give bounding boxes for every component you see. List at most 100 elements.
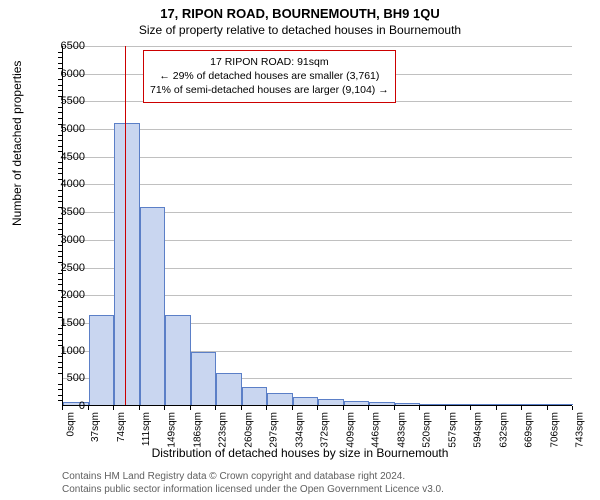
xtick-label: 632sqm <box>499 412 510 448</box>
xtick-label: 372sqm <box>320 412 331 448</box>
xtick-mark <box>190 406 191 410</box>
ytick-minor <box>58 373 62 374</box>
ytick-minor <box>58 173 62 174</box>
xtick-mark <box>139 406 140 410</box>
ytick-label: 1000 <box>45 345 85 357</box>
ytick-minor <box>58 207 62 208</box>
ytick-minor <box>58 312 62 313</box>
xtick-mark <box>164 406 165 410</box>
xtick-label: 111sqm <box>142 412 153 446</box>
annotation-box: 17 RIPON ROAD: 91sqm← 29% of detached ho… <box>143 50 396 103</box>
xtick-label: 743sqm <box>575 412 586 448</box>
ytick-minor <box>58 317 62 318</box>
histogram-bar <box>497 404 523 405</box>
ytick-minor <box>58 389 62 390</box>
ytick-minor <box>58 79 62 80</box>
histogram-bar <box>369 402 395 405</box>
histogram-bar <box>318 399 344 405</box>
ytick-minor <box>58 262 62 263</box>
ytick-minor <box>58 367 62 368</box>
xtick-label: 223sqm <box>218 412 229 448</box>
x-axis-label: Distribution of detached houses by size … <box>0 446 600 460</box>
ytick-minor <box>58 57 62 58</box>
xtick-label: 483sqm <box>397 412 408 448</box>
xtick-label: 0sqm <box>65 412 76 436</box>
xtick-mark <box>521 406 522 410</box>
ytick-minor <box>58 168 62 169</box>
ytick-minor <box>58 196 62 197</box>
xtick-mark <box>368 406 369 410</box>
histogram-bar <box>165 315 191 405</box>
histogram-bar <box>191 352 217 405</box>
histogram-bar <box>140 207 166 405</box>
ytick-minor <box>58 218 62 219</box>
xtick-label: 706sqm <box>550 412 561 448</box>
xtick-mark <box>215 406 216 410</box>
ytick-minor <box>58 301 62 302</box>
ytick-minor <box>58 112 62 113</box>
histogram-bar <box>522 404 548 405</box>
ytick-minor <box>58 245 62 246</box>
ytick-label: 1500 <box>45 317 85 329</box>
ytick-minor <box>58 334 62 335</box>
ytick-minor <box>58 140 62 141</box>
histogram-bar <box>216 373 242 405</box>
annotation-line2: ← 29% of detached houses are smaller (3,… <box>150 69 389 83</box>
ytick-label: 500 <box>45 372 85 384</box>
xtick-label: 446sqm <box>371 412 382 448</box>
ytick-minor <box>58 345 62 346</box>
chart-title: 17, RIPON ROAD, BOURNEMOUTH, BH9 1QU <box>0 0 600 21</box>
ytick-minor <box>58 362 62 363</box>
histogram-bar <box>395 403 421 405</box>
xtick-label: 409sqm <box>346 412 357 448</box>
xtick-mark <box>88 406 89 410</box>
xtick-label: 260sqm <box>244 412 255 448</box>
histogram-bar <box>114 123 140 405</box>
property-marker-line <box>125 46 126 405</box>
xtick-mark <box>547 406 548 410</box>
ytick-minor <box>58 256 62 257</box>
ytick-minor <box>58 151 62 152</box>
ytick-minor <box>58 384 62 385</box>
histogram-bar <box>89 315 115 405</box>
chart-plot-area: 17 RIPON ROAD: 91sqm← 29% of detached ho… <box>62 46 572 406</box>
ytick-minor <box>58 146 62 147</box>
ytick-label: 2000 <box>45 289 85 301</box>
ytick-minor <box>58 356 62 357</box>
ytick-minor <box>58 85 62 86</box>
ytick-minor <box>58 96 62 97</box>
ytick-minor <box>58 63 62 64</box>
ytick-minor <box>58 284 62 285</box>
ytick-minor <box>58 395 62 396</box>
xtick-label: 186sqm <box>193 412 204 448</box>
xtick-label: 297sqm <box>269 412 280 448</box>
ytick-label: 4500 <box>45 151 85 163</box>
footer-line2: Contains public sector information licen… <box>62 483 444 496</box>
ytick-minor <box>58 306 62 307</box>
ytick-label: 5000 <box>45 123 85 135</box>
ytick-label: 3500 <box>45 206 85 218</box>
xtick-mark <box>266 406 267 410</box>
ytick-minor <box>58 52 62 53</box>
ytick-minor <box>58 90 62 91</box>
ytick-minor <box>58 340 62 341</box>
ytick-minor <box>58 190 62 191</box>
histogram-bar <box>420 404 446 405</box>
xtick-label: 74sqm <box>116 412 127 442</box>
ytick-label: 2500 <box>45 262 85 274</box>
ytick-minor <box>58 201 62 202</box>
histogram-bar <box>267 393 293 405</box>
ytick-minor <box>58 400 62 401</box>
ytick-label: 4000 <box>45 178 85 190</box>
xtick-mark <box>572 406 573 410</box>
histogram-bar <box>446 404 472 405</box>
xtick-label: 334sqm <box>295 412 306 448</box>
xtick-label: 37sqm <box>91 412 102 442</box>
xtick-mark <box>419 406 420 410</box>
annotation-line3: 71% of semi-detached houses are larger (… <box>150 83 389 97</box>
xtick-mark <box>292 406 293 410</box>
xtick-mark <box>496 406 497 410</box>
gridline-h <box>63 46 572 47</box>
ytick-minor <box>58 118 62 119</box>
histogram-bar <box>242 387 268 405</box>
